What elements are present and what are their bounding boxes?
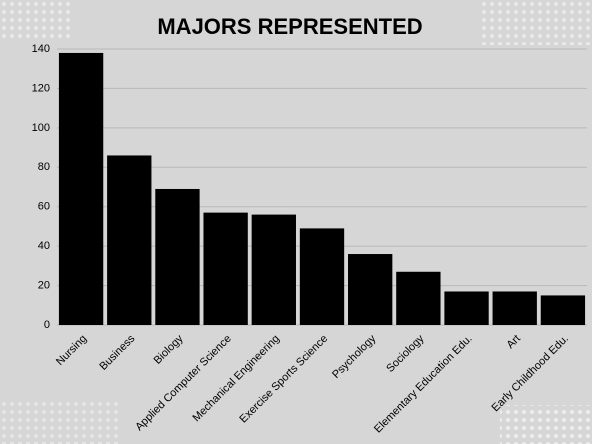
- bar: [251, 214, 296, 325]
- decoration: [480, 0, 592, 45]
- decoration: [0, 0, 70, 40]
- y-tick-label: 20: [38, 279, 50, 291]
- bar: [348, 254, 393, 325]
- bar: [299, 228, 345, 325]
- y-tick-label: 0: [44, 319, 50, 331]
- bar: [203, 212, 248, 325]
- bar: [58, 52, 104, 325]
- y-tick-label: 60: [38, 201, 50, 213]
- y-tick-label: 80: [38, 161, 50, 173]
- bar: [540, 295, 586, 325]
- decoration: [500, 405, 592, 444]
- y-tick-label: 140: [32, 43, 50, 55]
- y-tick-label: 120: [32, 82, 50, 94]
- bar: [444, 291, 489, 325]
- chart-title: MAJORS REPRESENTED: [157, 14, 422, 39]
- y-tick-label: 40: [38, 240, 50, 252]
- bar: [107, 155, 152, 325]
- decoration: [0, 400, 120, 444]
- y-tick-label: 100: [32, 122, 50, 134]
- bar: [396, 271, 441, 325]
- bar: [492, 291, 537, 325]
- bar: [155, 188, 200, 325]
